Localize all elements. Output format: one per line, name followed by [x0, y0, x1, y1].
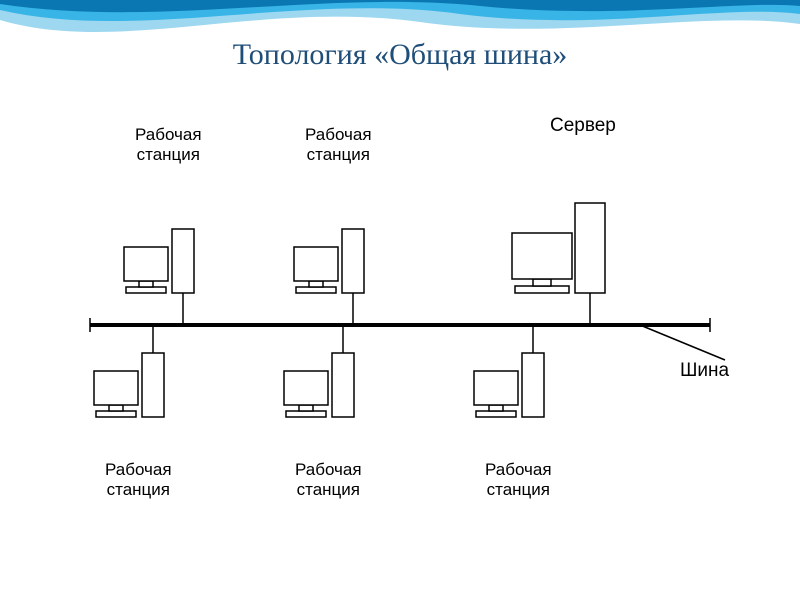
monitor-stand-icon — [109, 405, 123, 411]
monitor-icon — [294, 247, 338, 281]
monitor-icon — [124, 247, 168, 281]
monitor-stand-icon — [139, 281, 153, 287]
wave-layer-2 — [0, 0, 800, 21]
label-ws2: Рабочаястанция — [305, 125, 372, 164]
node-ws5 — [474, 353, 544, 417]
label-line: станция — [105, 480, 172, 500]
tower-icon — [342, 229, 364, 293]
label-line: Рабочая — [305, 125, 372, 145]
label-line: станция — [135, 145, 202, 165]
monitor-stand-icon — [299, 405, 313, 411]
label-line: Рабочая — [295, 460, 362, 480]
monitor-base-icon — [515, 286, 569, 293]
label-ws1: Рабочаястанция — [135, 125, 202, 164]
node-ws4 — [284, 353, 354, 417]
tower-icon — [172, 229, 194, 293]
monitor-base-icon — [286, 411, 326, 417]
label-ws4: Рабочаястанция — [295, 460, 362, 499]
monitor-icon — [512, 233, 572, 279]
monitor-icon — [284, 371, 328, 405]
tower-icon — [575, 203, 605, 293]
label-ws3: Рабочаястанция — [105, 460, 172, 499]
bus-callout — [640, 325, 725, 360]
page-title: Топология «Общая шина» — [0, 38, 800, 72]
monitor-icon — [474, 371, 518, 405]
label-bus: Шина — [680, 360, 729, 382]
label-ws5: Рабочаястанция — [485, 460, 552, 499]
monitor-base-icon — [296, 287, 336, 293]
node-srv — [512, 203, 605, 293]
monitor-stand-icon — [533, 279, 551, 286]
label-line: Рабочая — [485, 460, 552, 480]
monitor-base-icon — [96, 411, 136, 417]
monitor-stand-icon — [489, 405, 503, 411]
label-line: станция — [305, 145, 372, 165]
node-ws2 — [294, 229, 364, 293]
label-line: станция — [485, 480, 552, 500]
tower-icon — [332, 353, 354, 417]
node-ws1 — [124, 229, 194, 293]
monitor-base-icon — [476, 411, 516, 417]
monitor-stand-icon — [309, 281, 323, 287]
wave-layer-3 — [0, 0, 800, 12]
label-line: станция — [295, 480, 362, 500]
wave-layer-1 — [0, 0, 800, 32]
label-line: Рабочая — [135, 125, 202, 145]
monitor-base-icon — [126, 287, 166, 293]
label-server: Сервер — [550, 115, 616, 137]
tower-icon — [522, 353, 544, 417]
tower-icon — [142, 353, 164, 417]
monitor-icon — [94, 371, 138, 405]
label-line: Рабочая — [105, 460, 172, 480]
bus-topology-diagram: Рабочаястанция Рабочаястанция Сервер Раб… — [40, 100, 760, 550]
node-ws3 — [94, 353, 164, 417]
slide: Топология «Общая шина» Рабочаястанция Ра… — [0, 0, 800, 600]
